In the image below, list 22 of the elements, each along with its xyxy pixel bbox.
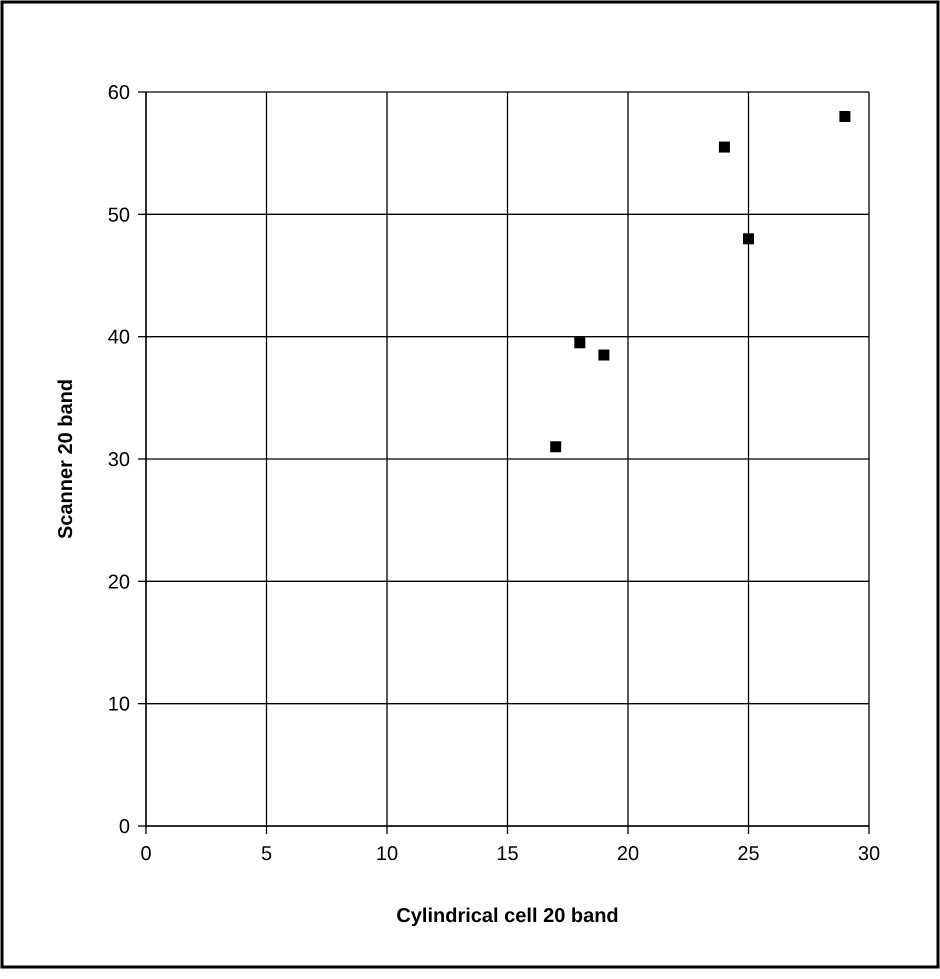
point <box>574 337 586 348</box>
y-tick-label: 10 <box>108 694 130 716</box>
x-tick-label: 10 <box>376 843 398 865</box>
y-tick-label: 40 <box>108 326 130 349</box>
y-tick-label: 0 <box>118 816 130 838</box>
y-tick-label: 60 <box>108 82 130 104</box>
x-tick-label: 30 <box>858 843 880 865</box>
x-tick-label: 25 <box>737 843 760 865</box>
point <box>743 233 754 244</box>
x-tick-label: 15 <box>496 843 519 865</box>
y-tick-label: 50 <box>108 204 130 226</box>
y-axis-title: Scanner 20 band <box>55 378 77 540</box>
x-tick-label: 20 <box>616 843 640 865</box>
point <box>598 350 610 361</box>
x-axis-title: Cylindrical cell 20 band <box>396 905 619 927</box>
point <box>839 110 850 122</box>
y-tick-label: 20 <box>108 571 130 594</box>
point <box>718 142 730 153</box>
y-tick-label: 30 <box>108 449 130 471</box>
x-tick-label: 5 <box>260 843 272 865</box>
x-tick-label: 0 <box>140 843 152 865</box>
point <box>550 441 562 452</box>
